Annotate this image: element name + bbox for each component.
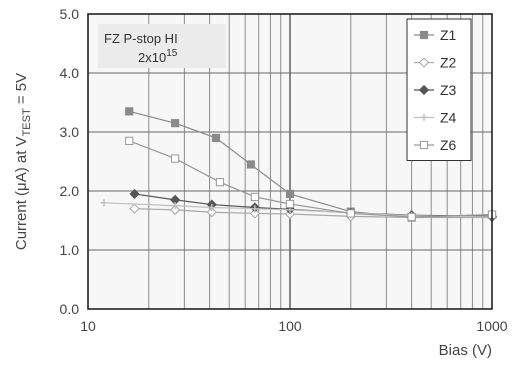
legend-marker (418, 84, 430, 96)
data-point-z1 (211, 133, 221, 143)
y-axis-label-prefix: Current (μA) at V (13, 136, 30, 250)
annotation-line-2: 2x1015 (138, 48, 178, 65)
data-point-z4 (171, 202, 179, 210)
legend: Z1 Z2 Z3 Z4 Z6 (406, 18, 472, 161)
legend-label: Z3 (440, 82, 457, 98)
data-point-z1 (285, 189, 295, 199)
data-point-z2 (170, 204, 181, 215)
x-tick-label: 100 (278, 318, 302, 334)
x-tick-label: 10 (80, 318, 96, 334)
y-tick-label: 1.0 (60, 242, 80, 258)
legend-item-z4: Z4 (414, 110, 457, 126)
legend-marker (419, 140, 429, 150)
y-tick-label: 5.0 (60, 6, 80, 22)
annotation-superscript: 15 (166, 48, 178, 59)
data-point-z3 (129, 188, 140, 200)
annotation-box: FZ P-stop HI 2x1015 (98, 24, 226, 68)
plot-border (87, 13, 493, 310)
legend-label: Z1 (440, 27, 457, 43)
data-point-z2 (129, 203, 140, 214)
data-point-z6 (346, 209, 355, 218)
data-point-z4 (100, 199, 108, 207)
legend-marker (419, 30, 429, 40)
legend-item-z3: Z3 (414, 82, 457, 98)
x-axis-label: Bias (V) (439, 342, 492, 359)
legend-label: Z6 (440, 137, 457, 153)
legend-item-z2: Z2 (414, 55, 457, 71)
series-line-z6 (129, 140, 493, 218)
legend-marker (420, 113, 428, 122)
series-line-z2 (134, 208, 492, 219)
data-point-z1 (246, 160, 255, 169)
y-tick-label: 2.0 (60, 183, 80, 199)
y-axis-label: Current (μA) at VTEST = 5V (13, 73, 33, 250)
y-tick-label: 4.0 (60, 65, 80, 81)
data-point-z4 (208, 203, 216, 212)
data-point-z6 (285, 199, 295, 209)
data-point-z2 (206, 207, 217, 218)
data-point-z6 (250, 192, 259, 202)
legend-label: Z4 (440, 110, 457, 126)
y-tick-label: 3.0 (60, 124, 80, 140)
data-point-z6 (215, 178, 225, 187)
x-tick-label: 1000 (476, 318, 507, 334)
data-point-z6 (125, 136, 134, 145)
plot-frame (87, 13, 493, 310)
annotation-line-1: FZ P-stop HI (104, 31, 178, 46)
legend-item-z6: Z6 (414, 137, 457, 153)
legend-marker (418, 57, 430, 68)
data-point-z1 (171, 119, 180, 128)
annotation-base: 2x10 (138, 50, 166, 65)
data-point-z2 (249, 208, 260, 219)
legend-item-z1: Z1 (414, 27, 457, 43)
data-point-z6 (407, 212, 416, 222)
y-tick-label: 0.0 (60, 301, 80, 317)
data-point-z6 (171, 154, 180, 163)
annotation-background (98, 24, 226, 68)
tick-labels: 0.0 1.0 2.0 3.0 4.0 5.0 10 100 1000 (60, 6, 508, 334)
y-axis-label-suffix: = 5V (13, 73, 30, 108)
y-axis-label-subscript: TEST (21, 108, 33, 136)
legend-label: Z2 (440, 55, 457, 71)
data-point-z1 (125, 107, 134, 116)
data-point-z4 (251, 205, 259, 213)
series-line-z4 (103, 202, 493, 218)
